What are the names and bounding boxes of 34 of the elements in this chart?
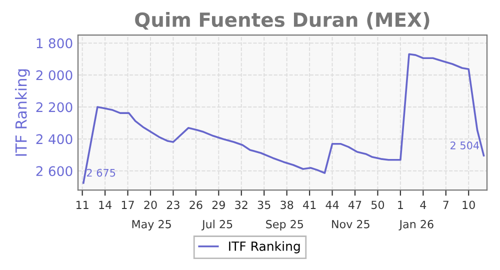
x-tick-label: 14 (99, 200, 112, 209)
x2-tick-label: Sep 25 (266, 220, 303, 230)
annotation: 2 675 (86, 168, 116, 177)
x2-tick-label: Nov 25 (332, 220, 370, 228)
x-tick-label: 4 (420, 200, 426, 209)
x-tick-label: 29 (212, 200, 225, 210)
x2-tick-label: Jul 25 (201, 220, 232, 230)
annotation: 2 504 (450, 142, 480, 150)
x-tick-label: 35 (258, 200, 270, 210)
y-tick-label: 2 200 (36, 102, 72, 112)
y-tick-label: 2 600 (36, 166, 72, 176)
x-tick-label: 10 (462, 200, 475, 210)
y-axis-title: ITF Ranking (15, 69, 30, 156)
y-tick-label: 1 800 (36, 38, 72, 48)
x2-tick-label: May 25 (132, 220, 171, 230)
x-tick-label: 50 (372, 200, 384, 210)
x-tick-label: 41 (303, 200, 316, 209)
x-tick-label: 11 (76, 200, 88, 209)
line-series (82, 53, 485, 184)
x-tick-label: 47 (348, 200, 362, 209)
x-tick-label: 1 (398, 200, 403, 209)
x-tick-label: 17 (122, 200, 134, 209)
y-tick-label: 2 000 (36, 70, 72, 80)
y-tick-label: 2 400 (36, 134, 72, 144)
x-tick-label: 23 (166, 200, 180, 210)
x-tick-label: 44 (326, 200, 339, 209)
chart-title: Quim Fuentes Duran (MEX) (135, 12, 430, 30)
x-tick-label: 7 (443, 200, 448, 209)
x-tick-label: 20 (144, 200, 157, 210)
x2-tick-label: Jan 26 (398, 220, 434, 230)
x-tick-label: 38 (280, 200, 294, 210)
x-tick-label: 32 (235, 200, 248, 210)
x-tick-label: 26 (190, 200, 202, 210)
legend-label: ITF Ranking (229, 241, 300, 254)
